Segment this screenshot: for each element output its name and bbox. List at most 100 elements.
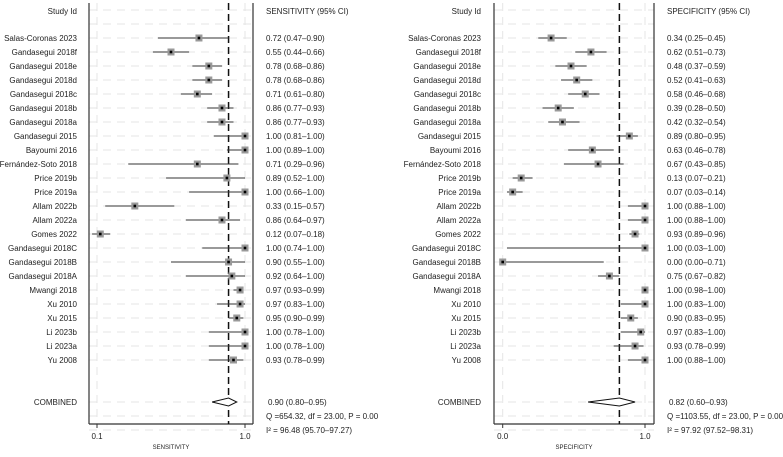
study-label: Allam 2022a (33, 216, 78, 225)
point-estimate-dot (608, 274, 611, 278)
study-estimate-text: 0.75 (0.67–0.82) (667, 272, 726, 281)
study-estimate-text: 1.00 (0.83–1.00) (667, 300, 726, 309)
study-label: Allam 2022b (437, 202, 482, 211)
study-estimate-text: 1.00 (0.66–1.00) (266, 188, 325, 197)
study-row: Gandasegui 2018e 0.48 (0.37–0.59) (413, 62, 726, 71)
study-row: Li 2023b 1.00 (0.78–1.00) (46, 328, 325, 337)
study-estimate-text: 0.33 (0.15–0.57) (266, 202, 325, 211)
study-estimate-text: 1.00 (0.81–1.00) (266, 132, 325, 141)
study-row: Gandasegui 2018b 0.86 (0.77–0.93) (9, 104, 325, 113)
study-row: Gandasegui 2018A 0.75 (0.67–0.82) (413, 272, 727, 281)
study-estimate-text: 0.00 (0.00–0.71) (667, 258, 726, 267)
point-estimate-dot (98, 232, 102, 236)
point-estimate-dot (197, 36, 201, 40)
study-label: Salas-Coronas 2023 (408, 34, 481, 43)
point-estimate-dot (501, 260, 504, 264)
point-estimate-dot (519, 176, 523, 180)
study-row: Yu 2008 1.00 (0.88–1.00) (452, 356, 726, 365)
study-row: Price 2019a 0.07 (0.03–0.14) (438, 188, 726, 197)
study-estimate-text: 1.00 (0.98–1.00) (667, 286, 726, 295)
estimate-header: SPECIFICITY (95% CI) (667, 7, 750, 16)
point-estimate-dot (196, 162, 199, 166)
i-squared-text: I² = 97.92 (97.52–98.31) (667, 426, 753, 435)
study-estimate-text: 0.93 (0.78–0.99) (266, 356, 325, 365)
study-label: Gandasegui 2018c (10, 90, 77, 99)
point-estimate-dot (575, 78, 578, 82)
study-row: Gandasegui 2018f 0.55 (0.44–0.66) (12, 48, 325, 57)
point-estimate-dot (643, 204, 647, 208)
study-label: Gandasegui 2015 (14, 132, 78, 141)
study-label: Xu 2015 (451, 314, 481, 323)
study-label: Price 2019b (438, 174, 481, 183)
x-axis-label: SPECIFICITY (555, 445, 592, 451)
point-estimate-dot (643, 218, 647, 222)
combined-label: COMBINED (34, 398, 77, 407)
point-estimate-dot (633, 232, 637, 236)
study-label: Li 2023a (46, 342, 77, 351)
study-row: Mwangi 2018 0.97 (0.93–0.99) (29, 286, 325, 295)
estimate-header: SENSITIVITY (95% CI) (266, 7, 349, 16)
study-label: Gandasegui 2015 (418, 132, 482, 141)
study-estimate-text: 0.95 (0.90–0.99) (266, 314, 325, 323)
study-row: Xu 2010 0.97 (0.83–1.00) (47, 300, 325, 309)
study-estimate-text: 0.90 (0.83–0.95) (667, 314, 726, 323)
x-tick-label: 0.0 (497, 432, 509, 441)
point-estimate-dot (232, 358, 235, 362)
point-estimate-dot (169, 50, 173, 54)
point-estimate-dot (225, 176, 229, 180)
study-row: Salas-Coronas 2023 0.34 (0.25–0.45) (408, 34, 726, 43)
study-estimate-text: 0.97 (0.83–1.00) (266, 300, 325, 309)
point-estimate-dot (235, 316, 239, 320)
point-estimate-dot (243, 148, 247, 152)
study-estimate-text: 0.71 (0.29–0.96) (266, 160, 325, 169)
study-row: Gandasegui 2018B 0.00 (0.00–0.71) (413, 258, 727, 267)
study-row: Allam 2022b 1.00 (0.88–1.00) (437, 202, 727, 211)
study-label: Gandasegui 2018e (9, 62, 77, 71)
study-estimate-text: 0.78 (0.68–0.86) (266, 76, 325, 85)
point-estimate-dot (238, 302, 242, 306)
study-row: Gandasegui 2018B 0.90 (0.55–1.00) (9, 258, 326, 267)
point-estimate-dot (643, 246, 647, 250)
study-row: Xu 2015 0.90 (0.83–0.95) (451, 314, 726, 323)
point-estimate-dot (583, 92, 587, 96)
study-row: Li 2023b 0.97 (0.83–1.00) (450, 328, 726, 337)
study-row: Gandasegui 2018d 0.78 (0.68–0.86) (9, 76, 325, 85)
study-label: Gandasegui 2018A (9, 272, 78, 281)
study-row: Allam 2022a 1.00 (0.88–1.00) (437, 216, 727, 225)
point-estimate-dot (556, 106, 560, 110)
study-estimate-text: 0.86 (0.77–0.93) (266, 104, 325, 113)
point-estimate-dot (243, 330, 247, 334)
point-estimate-dot (207, 78, 211, 82)
study-label: Fernández-Soto 2018 (0, 160, 78, 169)
point-estimate-dot (629, 316, 633, 320)
point-estimate-dot (549, 36, 553, 40)
point-estimate-dot (243, 134, 247, 138)
study-estimate-text: 0.07 (0.03–0.14) (667, 188, 726, 197)
point-estimate-dot (643, 358, 647, 362)
study-row: Gandasegui 2015 0.89 (0.80–0.95) (418, 132, 726, 141)
study-estimate-text: 1.00 (0.88–1.00) (667, 216, 726, 225)
study-label: Yu 2008 (48, 356, 78, 365)
study-row: Gandasegui 2015 1.00 (0.81–1.00) (14, 132, 325, 141)
combined-diamond (211, 397, 238, 407)
study-estimate-text: 0.12 (0.07–0.18) (266, 230, 325, 239)
x-tick-label: 1.0 (239, 432, 251, 441)
study-label: Bayoumi 2016 (26, 146, 78, 155)
study-label: Fernández-Soto 2018 (404, 160, 482, 169)
study-label: Gandasegui 2018e (413, 62, 481, 71)
study-estimate-text: 0.42 (0.32–0.54) (667, 118, 726, 127)
study-estimate-text: 1.00 (0.78–1.00) (266, 328, 325, 337)
study-row: Gandasegui 2018c 0.71 (0.61–0.80) (10, 90, 325, 99)
point-estimate-dot (220, 106, 224, 110)
study-label: Gandasegui 2018f (416, 48, 482, 57)
study-estimate-text: 1.00 (0.88–1.00) (667, 202, 726, 211)
study-estimate-text: 0.58 (0.46–0.68) (667, 90, 726, 99)
point-estimate-dot (569, 64, 573, 68)
study-row: Fernández-Soto 2018 0.67 (0.43–0.85) (404, 160, 726, 169)
study-estimate-text: 0.90 (0.55–1.00) (266, 258, 325, 267)
study-label: Gandasegui 2018d (413, 76, 481, 85)
study-label: Gandasegui 2018c (414, 90, 481, 99)
study-label: Allam 2022a (437, 216, 482, 225)
point-estimate-dot (207, 64, 211, 68)
study-estimate-text: 0.86 (0.77–0.93) (266, 118, 325, 127)
